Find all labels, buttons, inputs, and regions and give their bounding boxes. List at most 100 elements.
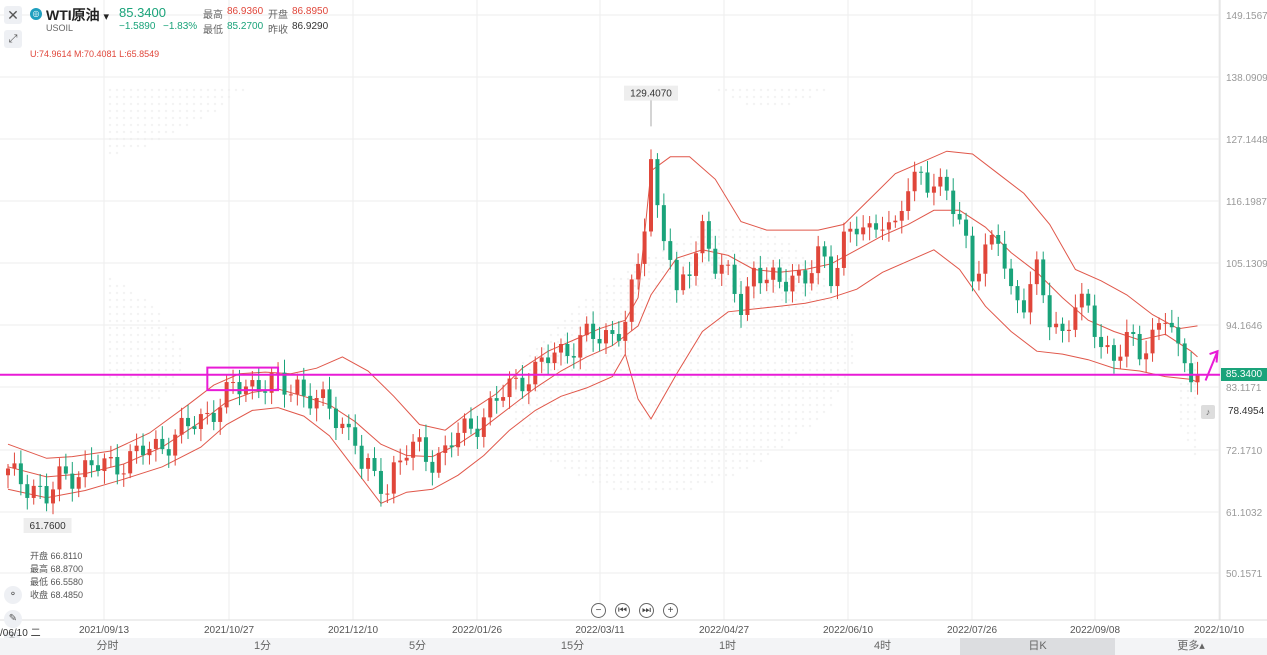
y-tick-label: 94.1646 bbox=[1226, 321, 1263, 332]
price-change: −1.5890 bbox=[119, 21, 156, 32]
candle-body bbox=[205, 412, 210, 415]
candle-body bbox=[610, 330, 615, 334]
tab-1hour[interactable]: 1时 bbox=[718, 640, 737, 652]
candle-body bbox=[957, 214, 962, 220]
candle-body bbox=[160, 438, 165, 450]
candle-body bbox=[520, 377, 525, 392]
candle-body bbox=[1034, 259, 1039, 285]
candle-body bbox=[931, 186, 936, 193]
candle-body bbox=[12, 463, 17, 469]
candle-body bbox=[552, 352, 557, 364]
candle-body bbox=[327, 389, 332, 409]
jump-start-button[interactable]: ⏮ bbox=[615, 603, 630, 618]
x-tick-label: 2022/09/08 bbox=[1070, 625, 1120, 636]
symbol-code: USOIL bbox=[46, 23, 74, 33]
candle-body bbox=[642, 231, 647, 264]
draw-tool-icon[interactable]: ✎ bbox=[4, 610, 22, 628]
candle-body bbox=[494, 398, 499, 401]
candle-body bbox=[385, 493, 390, 495]
y-tick-label: 149.1567 bbox=[1226, 11, 1267, 22]
x-tick-label: 2022/07/26 bbox=[947, 625, 997, 636]
indicator-icon[interactable]: ⚬ bbox=[4, 586, 22, 604]
candle-body bbox=[18, 463, 23, 485]
candle-body bbox=[944, 176, 949, 191]
candle-body bbox=[1111, 345, 1116, 361]
zoom-in-button[interactable]: + bbox=[663, 603, 678, 618]
candle-body bbox=[449, 445, 454, 448]
candle-body bbox=[1054, 323, 1059, 328]
candle-body bbox=[224, 382, 229, 408]
tab-4hour[interactable]: 4时 bbox=[873, 640, 892, 652]
candle-body bbox=[829, 256, 834, 287]
candle-body bbox=[417, 437, 422, 442]
candle-body bbox=[880, 229, 885, 231]
zoom-out-button[interactable]: − bbox=[591, 603, 606, 618]
expand-icon[interactable]: ⤢ bbox=[4, 30, 22, 48]
boll-lower-line bbox=[7, 249, 1198, 505]
candle-body bbox=[1137, 333, 1142, 360]
bell-icon[interactable]: ♪ bbox=[1201, 405, 1215, 419]
min-price-label: 61.7600 bbox=[30, 521, 67, 532]
close-button[interactable]: ✕ bbox=[4, 6, 22, 24]
high-value: 86.9360 bbox=[227, 6, 264, 17]
candle-body bbox=[70, 473, 75, 489]
candle-body bbox=[578, 335, 583, 358]
candle-body bbox=[1099, 336, 1104, 348]
ohlc-low: 最低 66.5580 bbox=[30, 577, 84, 587]
candle-body bbox=[1144, 353, 1149, 360]
candle-body bbox=[231, 382, 236, 384]
candle-body bbox=[501, 397, 506, 401]
candle-body bbox=[649, 159, 653, 232]
candle-body bbox=[668, 241, 673, 260]
candle-body bbox=[1182, 343, 1187, 364]
candle-body bbox=[1195, 374, 1200, 383]
boll-upper-line bbox=[7, 150, 1198, 459]
candle-body bbox=[616, 333, 621, 341]
candle-body bbox=[809, 273, 814, 284]
candle-body bbox=[436, 452, 441, 473]
candle-body bbox=[706, 221, 711, 249]
tab-timeshare[interactable]: 分时 bbox=[96, 640, 119, 652]
candle-body bbox=[83, 460, 88, 478]
candle-body bbox=[970, 235, 975, 282]
candle-body bbox=[1189, 363, 1194, 383]
y-tick-label: 72.1710 bbox=[1226, 446, 1263, 457]
candle-body bbox=[301, 379, 306, 396]
candle-body bbox=[790, 275, 795, 292]
candle-body bbox=[51, 489, 56, 504]
candle-body bbox=[751, 267, 756, 287]
symbol-selector[interactable]: WTI原油 ▾ bbox=[46, 5, 109, 25]
period-tab-bar: 分时 1分 5分 15分 1时 4时 日K 更多▴ bbox=[0, 638, 1267, 655]
candle-body bbox=[507, 378, 512, 398]
candle-body bbox=[1118, 356, 1123, 361]
candle-body bbox=[321, 389, 326, 399]
candle-body bbox=[153, 438, 158, 449]
tab-15min[interactable]: 15分 bbox=[560, 640, 585, 652]
candle-body bbox=[443, 445, 448, 453]
candle-body bbox=[848, 228, 853, 232]
tab-daily[interactable]: 日K bbox=[960, 638, 1115, 655]
tab-5min[interactable]: 5分 bbox=[408, 640, 427, 652]
tab-1min[interactable]: 1分 bbox=[253, 640, 272, 652]
candle-body bbox=[636, 263, 641, 280]
candle-body bbox=[841, 231, 846, 268]
candle-body bbox=[655, 159, 660, 206]
candle-body bbox=[1047, 295, 1052, 328]
candle-body bbox=[539, 357, 544, 362]
jump-end-button[interactable]: ⏭ bbox=[639, 603, 654, 618]
candle-body bbox=[102, 458, 107, 472]
tab-more[interactable]: 更多▴ bbox=[1177, 640, 1205, 652]
candle-body bbox=[597, 338, 602, 344]
x-tick-label: 2022/10/10 bbox=[1194, 625, 1244, 636]
candle-body bbox=[546, 357, 551, 364]
candle-body bbox=[996, 234, 1001, 244]
candle-body bbox=[732, 264, 737, 294]
candle-body bbox=[1015, 286, 1020, 301]
y-tick-label: 50.1571 bbox=[1226, 569, 1263, 580]
x-tick-label: 2022/04/27 bbox=[699, 625, 749, 636]
candle-body bbox=[874, 223, 879, 230]
candle-body bbox=[346, 423, 351, 428]
candle-body bbox=[1176, 327, 1181, 344]
candle-body bbox=[333, 408, 338, 429]
